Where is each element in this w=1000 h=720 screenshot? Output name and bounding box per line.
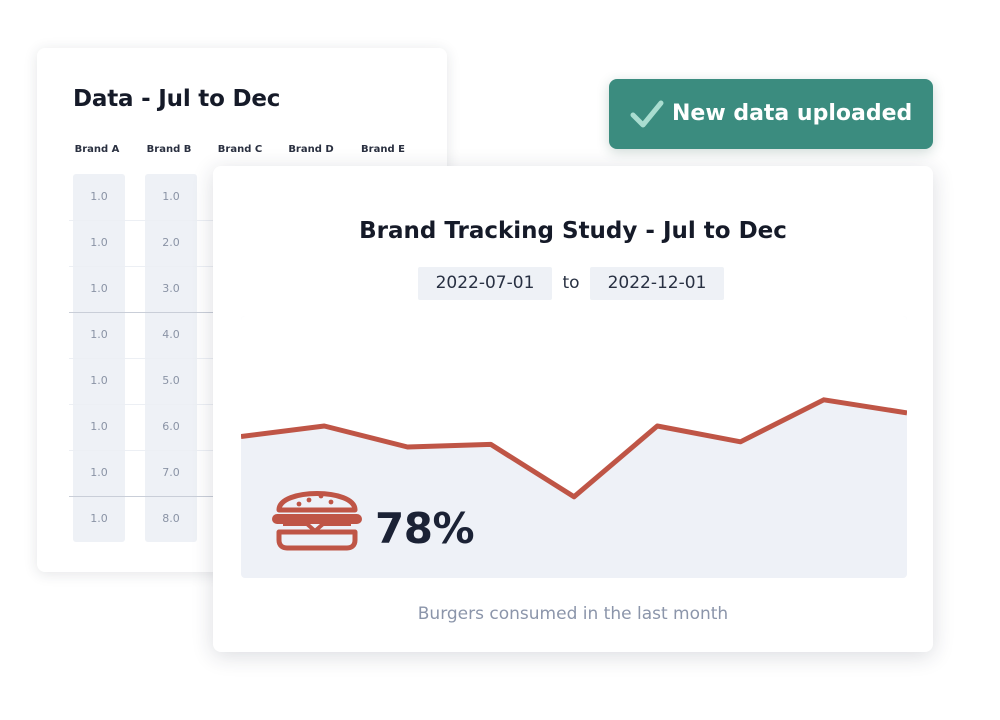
- table-cell: 1.0: [90, 512, 108, 525]
- line-chart: [241, 316, 907, 500]
- chart-area-above-line: [241, 316, 907, 497]
- table-cell: 1.0: [90, 190, 108, 203]
- table-cell: 1.0: [90, 236, 108, 249]
- column-header-brand-b: Brand B: [146, 144, 192, 155]
- table-cell: 6.0: [162, 420, 180, 433]
- table-cell: 2.0: [162, 236, 180, 249]
- table-cell: 1.0: [90, 328, 108, 341]
- brand-b-column: Brand B 1.0 2.0 3.0 4.0 5.0 6.0 7.0 8.0: [139, 144, 199, 542]
- brand-tracking-card: Brand Tracking Study - Jul to Dec 2022-0…: [213, 166, 933, 652]
- toast-message: New data uploaded: [672, 101, 913, 126]
- table-cell: 5.0: [162, 374, 180, 387]
- table-cell: 4.0: [162, 328, 180, 341]
- stat-caption: Burgers consumed in the last month: [417, 604, 729, 624]
- table-cell: 1.0: [162, 190, 180, 203]
- data-table-title: Data - Jul to Dec: [73, 86, 281, 112]
- series-line: [241, 397, 907, 500]
- table-cell: 1.0: [90, 374, 108, 387]
- column-header-brand-c: Brand C: [217, 144, 263, 155]
- line-chart-area: 78%: [241, 316, 907, 578]
- end-date-field[interactable]: 2022-12-01: [590, 267, 724, 300]
- table-cell: 3.0: [162, 282, 180, 295]
- upload-success-toast: New data uploaded: [609, 79, 933, 149]
- table-cell: 1.0: [90, 282, 108, 295]
- burger-stat-value: 78%: [375, 504, 475, 553]
- column-header-brand-e: Brand E: [361, 144, 405, 155]
- table-cell: 1.0: [90, 420, 108, 433]
- brand-a-column: Brand A 1.0 1.0 1.0 1.0 1.0 1.0 1.0 1.0: [67, 144, 127, 542]
- table-cell: 7.0: [162, 466, 180, 479]
- burger-icon: [272, 491, 362, 551]
- check-icon: [630, 100, 664, 128]
- date-range-separator: to: [562, 273, 580, 293]
- brand-e-column: Brand E: [353, 144, 413, 164]
- start-date-field[interactable]: 2022-07-01: [418, 267, 552, 300]
- chart-title: Brand Tracking Study - Jul to Dec: [359, 218, 787, 244]
- table-cell: 1.0: [90, 466, 108, 479]
- brand-d-column: Brand D: [281, 144, 341, 164]
- column-header-brand-a: Brand A: [74, 144, 120, 155]
- brand-c-column: Brand C: [210, 144, 270, 164]
- table-cell: 8.0: [162, 512, 180, 525]
- column-header-brand-d: Brand D: [288, 144, 334, 155]
